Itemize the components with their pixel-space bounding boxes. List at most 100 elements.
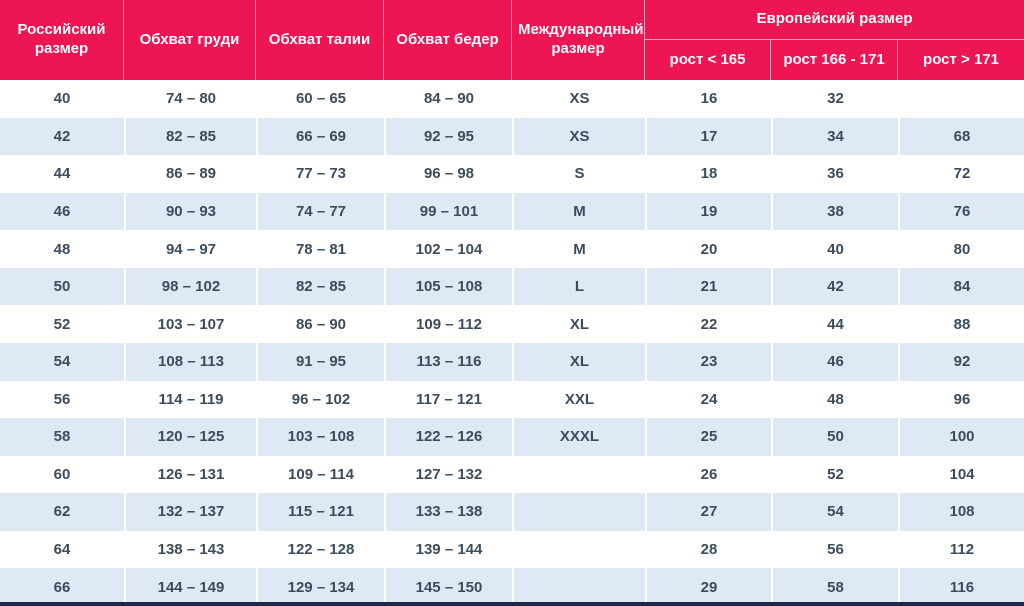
cell-height-lt-165: 17 bbox=[645, 117, 771, 156]
table-row: 40 74 – 80 60 – 65 84 – 90 XS 16 32 bbox=[0, 80, 1024, 118]
cell-waist: 103 – 108 bbox=[256, 418, 384, 456]
cell-height-gt-171: 92 bbox=[898, 342, 1024, 381]
cell-height-166-171: 50 bbox=[771, 418, 898, 456]
cell-height-lt-165: 27 bbox=[645, 493, 771, 531]
cell-height-gt-171: 108 bbox=[898, 493, 1024, 531]
cell-international-size: M bbox=[512, 230, 645, 268]
cell-waist: 82 – 85 bbox=[256, 267, 384, 306]
cell-height-gt-171: 80 bbox=[898, 230, 1024, 268]
cell-height-166-171: 54 bbox=[771, 493, 898, 531]
cell-waist: 129 – 134 bbox=[256, 568, 384, 606]
cell-height-lt-165: 25 bbox=[645, 418, 771, 456]
cell-hips: 117 – 121 bbox=[384, 380, 512, 419]
cell-height-166-171: 40 bbox=[771, 230, 898, 268]
table-header: Российский размер Обхват груди Обхват та… bbox=[0, 0, 1024, 80]
table-row: 42 82 – 85 66 – 69 92 – 95 XS 17 34 68 bbox=[0, 117, 1024, 156]
header-height-gt-171: рост > 171 bbox=[898, 40, 1024, 80]
cell-international-size bbox=[512, 493, 645, 531]
cell-international-size bbox=[512, 530, 645, 569]
cell-hips: 105 – 108 bbox=[384, 267, 512, 306]
cell-chest: 126 – 131 bbox=[124, 455, 256, 494]
cell-height-166-171: 32 bbox=[771, 80, 898, 118]
cell-russian-size: 46 bbox=[53, 202, 71, 220]
cell-chest: 82 – 85 bbox=[124, 117, 256, 156]
cell-waist: 66 – 69 bbox=[256, 117, 384, 156]
cell-waist: 122 – 128 bbox=[256, 530, 384, 569]
cell-height-gt-171: 100 bbox=[898, 418, 1024, 456]
cell-waist: 78 – 81 bbox=[256, 230, 384, 268]
cell-waist: 115 – 121 bbox=[256, 493, 384, 531]
cell-height-lt-165: 19 bbox=[645, 192, 771, 231]
cell-waist: 91 – 95 bbox=[256, 342, 384, 381]
cell-height-gt-171: 104 bbox=[898, 455, 1024, 494]
cell-height-lt-165: 16 bbox=[645, 80, 771, 118]
table-row: 48 94 – 97 78 – 81 102 – 104 M 20 40 80 bbox=[0, 230, 1024, 268]
cell-height-gt-171: 88 bbox=[898, 305, 1024, 343]
cell-waist: 109 – 114 bbox=[256, 455, 384, 494]
cell-height-gt-171: 96 bbox=[898, 380, 1024, 419]
cell-russian-size: 58 bbox=[53, 428, 71, 446]
cell-international-size bbox=[512, 568, 645, 606]
cell-russian-size: 48 bbox=[53, 240, 71, 258]
cell-height-166-171: 34 bbox=[771, 117, 898, 156]
header-hips: Обхват бедер bbox=[384, 0, 512, 80]
cell-hips: 133 – 138 bbox=[384, 493, 512, 531]
table-row: 50 98 – 102 82 – 85 105 – 108 L 21 42 84 bbox=[0, 267, 1024, 306]
cell-height-166-171: 48 bbox=[771, 380, 898, 419]
header-chest: Обхват груди bbox=[124, 0, 256, 80]
cell-height-gt-171: 116 bbox=[898, 568, 1024, 606]
cell-height-gt-171: 72 bbox=[898, 155, 1024, 193]
cell-hips: 92 – 95 bbox=[384, 117, 512, 156]
cell-height-gt-171: 76 bbox=[898, 192, 1024, 231]
cell-hips: 145 – 150 bbox=[384, 568, 512, 606]
header-international-size: Международный размер bbox=[512, 0, 645, 80]
table-row: 52 103 – 107 86 – 90 109 – 112 XL 22 44 88 bbox=[0, 305, 1024, 343]
cell-height-lt-165: 22 bbox=[645, 305, 771, 343]
header-height-lt-165: рост < 165 bbox=[645, 40, 771, 80]
cell-chest: 132 – 137 bbox=[124, 493, 256, 531]
cell-height-166-171: 38 bbox=[771, 192, 898, 231]
cell-hips: 102 – 104 bbox=[384, 230, 512, 268]
cell-international-size bbox=[512, 455, 645, 494]
cell-chest: 103 – 107 bbox=[124, 305, 256, 343]
cell-height-166-171: 44 bbox=[771, 305, 898, 343]
table-row: 64 138 – 143 122 – 128 139 – 144 28 56 112 bbox=[0, 530, 1024, 569]
header-russian-size: Российский размер bbox=[0, 0, 124, 80]
cell-hips: 109 – 112 bbox=[384, 305, 512, 343]
cell-chest: 74 – 80 bbox=[124, 80, 256, 118]
cell-international-size: XL bbox=[512, 342, 645, 381]
header-european-size: Европейский размер bbox=[645, 0, 1024, 40]
cell-international-size: XL bbox=[512, 305, 645, 343]
table-row: 60 126 – 131 109 – 114 127 – 132 26 52 104 bbox=[0, 455, 1024, 494]
header-waist: Обхват талии bbox=[256, 0, 384, 80]
cell-height-lt-165: 26 bbox=[645, 455, 771, 494]
cell-chest: 138 – 143 bbox=[124, 530, 256, 569]
cell-height-166-171: 42 bbox=[771, 267, 898, 306]
cell-international-size: XXL bbox=[512, 380, 645, 419]
cell-russian-size: 60 bbox=[53, 465, 71, 483]
cell-height-166-171: 52 bbox=[771, 455, 898, 494]
cell-height-166-171: 58 bbox=[771, 568, 898, 606]
cell-russian-size: 56 bbox=[53, 390, 71, 408]
table-row: 62 132 – 137 115 – 121 133 – 138 27 54 108 bbox=[0, 493, 1024, 531]
cell-chest: 120 – 125 bbox=[124, 418, 256, 456]
cell-russian-size: 64 bbox=[53, 541, 71, 559]
table-row: 56 114 – 119 96 – 102 117 – 121 XXL 24 48 96 bbox=[0, 380, 1024, 419]
cell-chest: 144 – 149 bbox=[124, 568, 256, 606]
table-row: 46 90 – 93 74 – 77 99 – 101 M 19 38 76 bbox=[0, 192, 1024, 231]
cell-hips: 99 – 101 bbox=[384, 192, 512, 231]
table-row: 54 108 – 113 91 – 95 113 – 116 XL 23 46 92 bbox=[0, 342, 1024, 381]
cell-height-gt-171: 68 bbox=[898, 117, 1024, 156]
cell-waist: 60 – 65 bbox=[256, 80, 384, 118]
cell-height-gt-171: 112 bbox=[898, 530, 1024, 569]
cell-international-size: M bbox=[512, 192, 645, 231]
bottom-border bbox=[0, 602, 1024, 606]
cell-height-lt-165: 18 bbox=[645, 155, 771, 193]
table-row: 66 144 – 149 129 – 134 145 – 150 29 58 116 bbox=[0, 568, 1024, 606]
cell-russian-size: 54 bbox=[53, 353, 71, 371]
cell-russian-size: 42 bbox=[53, 127, 71, 145]
cell-height-lt-165: 24 bbox=[645, 380, 771, 419]
cell-russian-size: 66 bbox=[53, 578, 71, 596]
header-height-166-171: рост 166 - 171 bbox=[771, 40, 898, 80]
cell-russian-size: 50 bbox=[53, 278, 71, 296]
